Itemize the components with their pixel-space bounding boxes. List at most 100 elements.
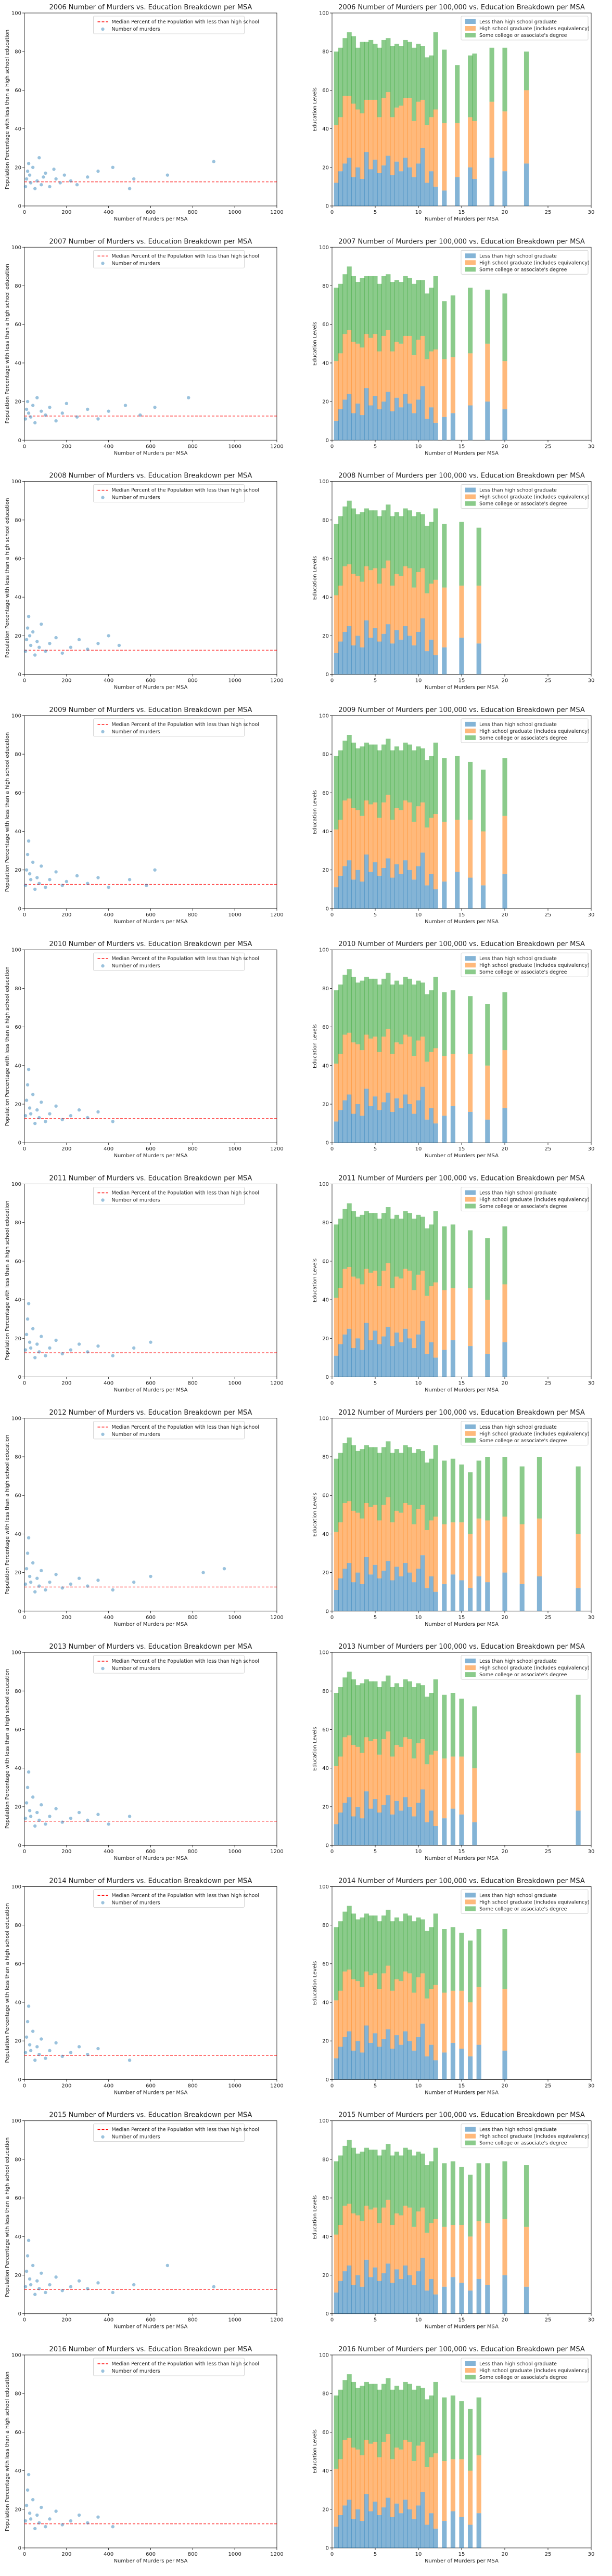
- scatter-point: [77, 638, 81, 642]
- bar-segment-less_hs: [407, 403, 412, 441]
- x-tick-label: 5: [374, 1381, 377, 1387]
- bar-segment-less_hs: [355, 2041, 361, 2080]
- scatter-point: [35, 179, 39, 183]
- scatter-point: [35, 2513, 39, 2517]
- x-tick-label: 25: [545, 912, 552, 918]
- bar-segment-hs_grad: [390, 1522, 395, 1581]
- bar-segment-less_hs: [351, 1348, 356, 1377]
- bar-segment-some_college: [399, 282, 404, 344]
- y-axis-label: Population Percentage with less than a h…: [5, 2138, 10, 2297]
- x-tick-label: 15: [458, 210, 465, 215]
- scatter-point: [86, 648, 90, 651]
- bar-segment-less_hs: [364, 1791, 369, 1846]
- bar-segment-less_hs: [403, 2500, 408, 2548]
- scatter-point: [24, 407, 29, 411]
- bar-segment-hs_grad: [351, 2448, 356, 2519]
- scatter-point: [27, 839, 31, 843]
- bar-segment-less_hs: [351, 2050, 356, 2080]
- scatter-point: [44, 885, 47, 889]
- bar-segment-some_college: [347, 1672, 352, 1736]
- bar-segment-hs_grad: [412, 1524, 417, 1583]
- y-tick-label: 60: [15, 88, 21, 94]
- bar-segment-some_college: [425, 1931, 430, 1999]
- bar-segment-hs_grad: [416, 1509, 421, 1569]
- bar-segment-hs_grad: [381, 1037, 387, 1103]
- x-tick-label: 10: [415, 912, 422, 918]
- legend-label-hs_grad: High school graduate (includes equivalen…: [479, 1431, 590, 1437]
- bar-segment-less_hs: [364, 1323, 369, 1377]
- bar-segment-less_hs: [373, 2501, 378, 2548]
- bar-segment-some_college: [403, 2381, 408, 2440]
- bar-segment-hs_grad: [364, 1268, 369, 1323]
- bar-segment-some_college: [442, 1694, 447, 1759]
- bar-segment-less_hs: [377, 409, 382, 441]
- bar-segment-hs_grad: [351, 1745, 356, 1817]
- bar-segment-less_hs: [403, 860, 408, 909]
- legend-box: [461, 1889, 589, 1914]
- bar-segment-some_college: [334, 288, 339, 361]
- legend-label-murders: Number of murders: [112, 495, 160, 501]
- bar-segment-hs_grad: [394, 107, 400, 162]
- scatter-point: [60, 2054, 64, 2059]
- bar-segment-some_college: [377, 283, 382, 352]
- scatter-point: [24, 2035, 29, 2039]
- x-tick-label: 25: [545, 210, 552, 215]
- bar-segment-hs_grad: [485, 1300, 490, 1354]
- bar-segment-less_hs: [360, 1350, 365, 1377]
- bar-segment-hs_grad: [368, 99, 374, 170]
- bar-segment-some_college: [381, 2150, 387, 2208]
- scatter-point: [26, 1785, 30, 1789]
- bar-segment-hs_grad: [368, 338, 374, 406]
- bar-segment-less_hs: [425, 2056, 430, 2080]
- x-axis-label: Number of Murders per MSA: [425, 919, 499, 925]
- y-axis-label: Population Percentage with less than a h…: [5, 1669, 10, 1829]
- bar-segment-less_hs: [420, 148, 425, 206]
- bar-segment-less_hs: [459, 1580, 464, 1611]
- legend-label-median: Median Percent of the Population with le…: [112, 722, 259, 728]
- bar-segment-hs_grad: [455, 123, 460, 177]
- y-tick-label: 60: [322, 88, 329, 94]
- bar-segment-less_hs: [373, 395, 378, 441]
- bar-segment-some_college: [433, 1211, 438, 1283]
- bar-segment-hs_grad: [351, 574, 356, 645]
- legend-label-some_college: Some college or associate's degree: [479, 735, 567, 741]
- x-axis-label: Number of Murders per MSA: [425, 2558, 499, 2564]
- scatter-point: [65, 402, 69, 406]
- x-tick-label: 1200: [270, 210, 283, 215]
- legend-swatch-some_college: [465, 1438, 476, 1443]
- chart-15: 2013 Number of Murders vs. Education Bre…: [5, 1643, 284, 1861]
- bar-segment-hs_grad: [433, 2219, 438, 2295]
- y-tick-label: 100: [11, 1182, 21, 1187]
- bar-segment-less_hs: [403, 394, 408, 441]
- scatter-point: [54, 636, 58, 640]
- bar-segment-less_hs: [412, 1348, 417, 1377]
- bar-segment-some_college: [403, 1211, 408, 1269]
- scatter-point: [37, 1818, 41, 1822]
- bar-segment-less_hs: [407, 1572, 412, 1611]
- bar-segment-hs_grad: [373, 2441, 378, 2502]
- scatter-point: [33, 2527, 37, 2531]
- scatter-point: [33, 2059, 37, 2062]
- bar-segment-some_college: [377, 47, 382, 118]
- x-tick-label: 1000: [228, 912, 241, 918]
- bar-segment-hs_grad: [399, 576, 404, 640]
- bar-segment-less_hs: [334, 2058, 339, 2080]
- chart-1: 2006 Number of Murders vs. Education Bre…: [5, 4, 284, 222]
- bar-segment-hs_grad: [390, 585, 395, 644]
- bar-segment-some_college: [342, 274, 348, 334]
- bar-segment-some_college: [381, 1915, 387, 1974]
- legend-label-median: Median Percent of the Population with le…: [112, 19, 259, 25]
- bar-segment-some_college: [399, 750, 404, 810]
- bar-segment-less_hs: [381, 1805, 387, 1846]
- x-tick-label: 30: [588, 2318, 595, 2323]
- bar-segment-some_college: [502, 293, 507, 361]
- x-tick-label: 800: [188, 2318, 198, 2323]
- bar-segment-less_hs: [355, 1338, 361, 1377]
- legend-swatch-hs_grad: [465, 2368, 476, 2373]
- bar-segment-hs_grad: [429, 2223, 434, 2279]
- scatter-point: [86, 2052, 90, 2056]
- bar-segment-less_hs: [407, 1104, 412, 1143]
- scatter-point: [77, 1342, 81, 1346]
- x-tick-label: 400: [104, 1615, 113, 1621]
- legend-swatch-hs_grad: [465, 2133, 476, 2139]
